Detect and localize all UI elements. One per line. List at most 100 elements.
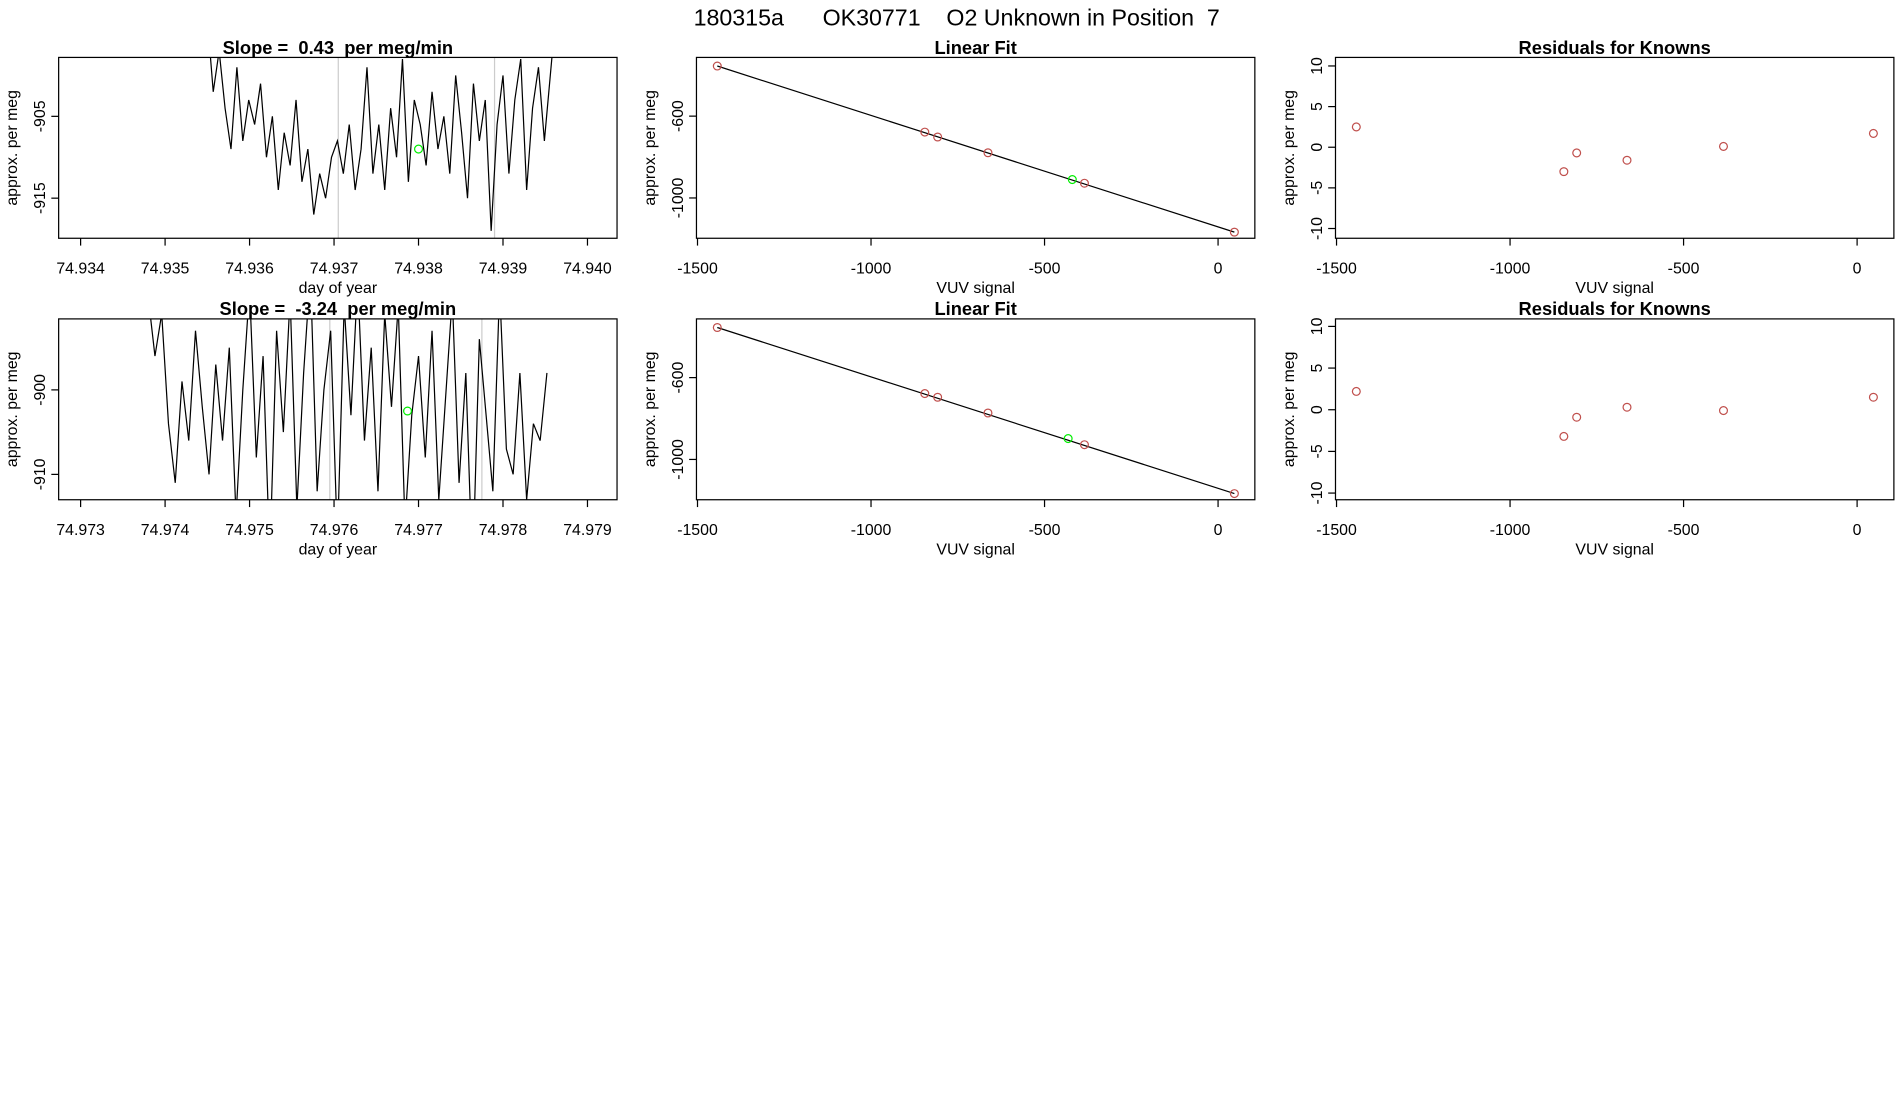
plot-frame: [695, 56, 1256, 239]
plot-frame: [1334, 318, 1895, 501]
y-tick-label: -915: [32, 182, 49, 214]
plot-content: [1351, 122, 1878, 177]
y-axis-label: approx. per meg: [4, 352, 21, 468]
plot-content: [1351, 386, 1878, 441]
data-point: [1351, 122, 1361, 132]
y-tick-label: -1000: [670, 439, 687, 480]
x-axis-label: day of year: [299, 542, 378, 559]
data-point: [933, 392, 943, 402]
data-point: [983, 148, 993, 158]
x-tick-label: 74.978: [479, 522, 528, 539]
y-tick-label: 10: [1309, 317, 1326, 335]
data-point: [920, 127, 930, 137]
x-axis-label: VUV signal: [936, 280, 1015, 297]
x-tick-label: 74.975: [225, 522, 274, 539]
x-axis-label: VUV signal: [936, 542, 1015, 559]
y-tick-label: 10: [1309, 57, 1326, 75]
x-tick-label: -1000: [851, 522, 892, 539]
x-tick-label: 74.939: [479, 261, 528, 278]
x-tick-label: 0: [1853, 261, 1862, 278]
y-tick-label: -905: [32, 100, 49, 132]
data-point: [1229, 489, 1239, 499]
unknown-point: [1063, 434, 1073, 444]
data-point: [1079, 178, 1089, 188]
x-tick-label: 74.974: [141, 522, 190, 539]
x-axis-label: VUV signal: [1575, 280, 1654, 297]
x-tick-label: 74.938: [394, 261, 443, 278]
unknown-point: [413, 144, 424, 154]
panel-title: Linear Fit: [934, 37, 1016, 58]
data-point: [1622, 402, 1632, 412]
data-point: [1622, 155, 1632, 165]
plot-content: [712, 61, 1239, 237]
data-point: [1559, 431, 1569, 441]
data-point: [1572, 412, 1582, 422]
y-axis-label: approx. per meg: [4, 90, 21, 206]
data-point: [1079, 440, 1089, 450]
x-tick-label: -1000: [1490, 261, 1531, 278]
y-tick-label: -10: [1309, 481, 1326, 504]
data-line: [209, 57, 553, 231]
data-point: [983, 408, 993, 418]
panel: Residuals for Knowns VUV signal approx. pe…: [1281, 298, 1895, 559]
x-tick-label: -1500: [677, 522, 718, 539]
panel-title: Slope = -3.24 per meg/min: [220, 298, 457, 319]
x-axis-label: day of year: [299, 280, 378, 297]
y-tick-label: -5: [1309, 181, 1326, 195]
data-point: [933, 132, 943, 142]
x-tick-label: 0: [1853, 522, 1862, 539]
plot-frame: [58, 318, 618, 501]
plot-frame: [58, 56, 618, 239]
data-point: [1868, 392, 1878, 402]
fit-line: [717, 326, 1235, 495]
x-tick-label: -1500: [1316, 522, 1357, 539]
plot-content: [150, 318, 548, 500]
plot-area: 180315a OK30771 O2 Unknown in Position 7…: [4, 5, 1895, 559]
x-tick-label: 74.937: [310, 261, 359, 278]
data-point: [1718, 141, 1729, 151]
y-tick-label: 0: [1309, 143, 1326, 152]
x-tick-label: 74.934: [56, 261, 105, 278]
unknown-point: [403, 406, 413, 416]
panel-title: Residuals for Knowns: [1519, 37, 1711, 58]
data-line: [150, 318, 548, 500]
data-point: [1868, 128, 1878, 138]
plot-content: [209, 57, 553, 239]
x-tick-label: -500: [1668, 261, 1700, 278]
panel-title: Slope = 0.43 per meg/min: [223, 37, 454, 58]
main-title: 180315a OK30771 O2 Unknown in Position 7: [694, 5, 1220, 31]
plot-content: [712, 322, 1239, 499]
unknown-point: [1067, 175, 1077, 185]
x-tick-label: -1000: [1490, 522, 1531, 539]
y-tick-label: -600: [670, 100, 687, 132]
data-point: [1351, 386, 1361, 396]
x-tick-label: 74.976: [310, 522, 359, 539]
y-axis-label: approx. per meg: [1281, 352, 1298, 468]
panel-title: Linear Fit: [934, 298, 1016, 319]
y-axis-label: approx. per meg: [642, 90, 659, 206]
x-tick-label: 0: [1214, 522, 1223, 539]
panel: Linear Fit VUV signal approx. per meg -1500…: [642, 298, 1256, 559]
y-tick-label: -900: [32, 374, 49, 406]
data-point: [712, 322, 722, 333]
y-axis-label: approx. per meg: [642, 352, 659, 468]
y-tick-label: -910: [32, 458, 49, 490]
y-tick-label: -5: [1309, 444, 1326, 458]
y-tick-label: -600: [670, 362, 687, 394]
x-tick-label: 74.973: [56, 522, 105, 539]
x-tick-label: -500: [1668, 522, 1700, 539]
data-point: [1229, 227, 1239, 237]
data-point: [1718, 406, 1729, 416]
x-tick-label: 74.977: [394, 522, 443, 539]
x-axis-label: VUV signal: [1575, 542, 1654, 559]
x-tick-label: -500: [1029, 261, 1061, 278]
data-point: [1559, 167, 1569, 177]
y-axis-label: approx. per meg: [1281, 90, 1298, 206]
panel: Residuals for Knowns VUV signal approx. pe…: [1281, 37, 1895, 297]
y-tick-label: 5: [1309, 363, 1326, 372]
x-tick-label: 74.935: [141, 261, 190, 278]
x-tick-label: -1500: [1316, 261, 1357, 278]
x-tick-label: -500: [1029, 522, 1061, 539]
